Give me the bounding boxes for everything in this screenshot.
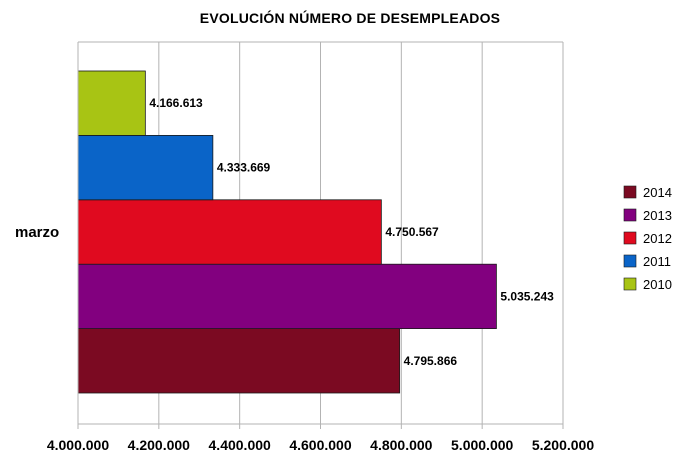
data-label-2012: 4.750.567 [385, 225, 439, 239]
data-label-2010: 4.166.613 [149, 96, 203, 110]
x-tick-label: 4.200.000 [128, 437, 190, 453]
bar-2014 [77, 328, 401, 394]
x-tick-label: 4.600.000 [289, 437, 351, 453]
x-axis: marzo 4.000.000 4.200.000 4.400.000 4.600.00… [15, 42, 594, 453]
legend-swatch-2010 [623, 277, 637, 291]
data-label-2011: 4.333.669 [217, 161, 271, 175]
legend-label-2014: 2014 [643, 185, 672, 200]
x-tick-label: 4.800.000 [370, 437, 432, 453]
category-label: marzo [15, 224, 59, 241]
chart-title: EVOLUCIÓN NÚMERO DE DESEMPLEADOS [199, 10, 501, 26]
legend-swatch-2013 [623, 208, 637, 222]
legend-label-2011: 2011 [643, 254, 671, 269]
bar-2011 [77, 134, 214, 201]
legend-swatch-2012 [623, 231, 637, 245]
bar-2012 [77, 199, 382, 265]
legend: 2014 2013 2012 2011 2010 [623, 185, 672, 292]
x-tick-label: 5.000.000 [451, 437, 513, 453]
legend-swatch-2014 [623, 185, 637, 199]
x-tick-label: 4.400.000 [209, 437, 271, 453]
bar-2010 [77, 70, 146, 136]
bars: 4.795.866 5.035.243 4.750.567 4.333.669 4.16… [77, 70, 554, 394]
x-tick-label: 4.000.000 [47, 437, 109, 453]
legend-label-2013: 2013 [643, 208, 672, 223]
legend-swatch-2011 [623, 254, 637, 268]
data-label-2014: 4.795.866 [404, 354, 458, 368]
data-label-2013: 5.035.243 [500, 289, 554, 303]
legend-label-2010: 2010 [643, 277, 672, 292]
bar-2013 [77, 263, 497, 330]
legend-label-2012: 2012 [643, 231, 672, 246]
x-tick-label: 5.200.000 [532, 437, 594, 453]
